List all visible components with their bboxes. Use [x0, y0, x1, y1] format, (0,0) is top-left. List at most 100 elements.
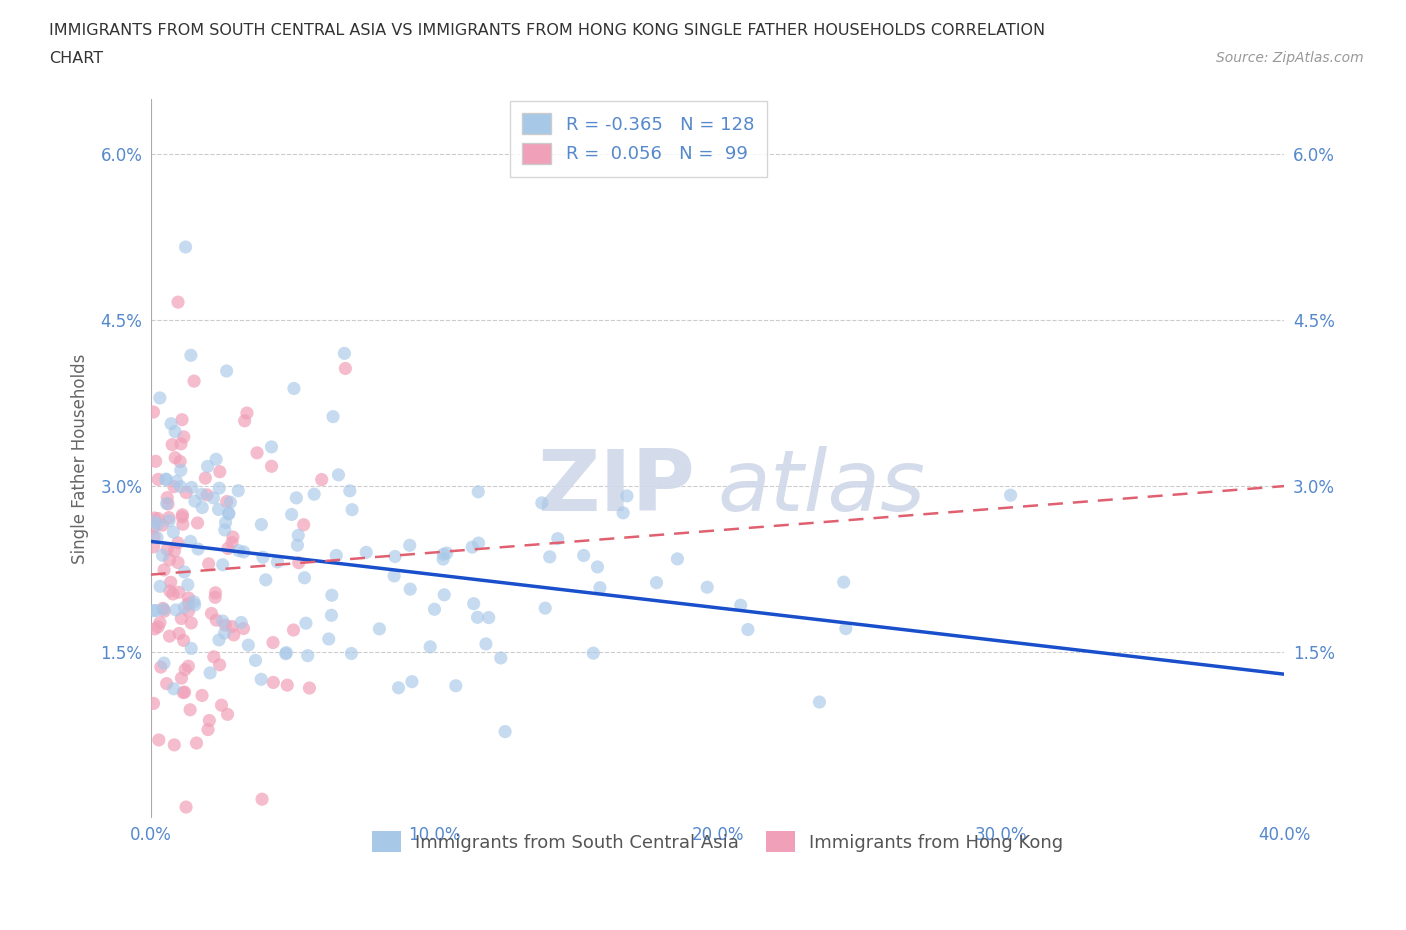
- Point: [174, 662, 197, 677]
- Point: [423, 602, 446, 617]
- Point: [202, 490, 225, 505]
- Point: [163, 737, 186, 752]
- Point: [254, 572, 277, 587]
- Point: [177, 658, 200, 673]
- Point: [432, 551, 454, 566]
- Point: [163, 543, 186, 558]
- Point: [354, 545, 377, 560]
- Point: [221, 619, 243, 634]
- Point: [167, 295, 190, 310]
- Point: [232, 544, 254, 559]
- Point: [166, 474, 188, 489]
- Point: [328, 468, 350, 483]
- Point: [197, 723, 219, 737]
- Point: [174, 240, 197, 255]
- Point: [398, 538, 420, 552]
- Point: [174, 485, 197, 500]
- Point: [173, 633, 195, 648]
- Text: ZIP: ZIP: [537, 445, 695, 528]
- Point: [233, 414, 256, 429]
- Point: [205, 452, 228, 467]
- Point: [146, 517, 169, 532]
- Point: [534, 601, 557, 616]
- Point: [616, 488, 638, 503]
- Point: [832, 575, 855, 590]
- Point: [150, 518, 173, 533]
- Point: [159, 629, 181, 644]
- Point: [165, 450, 187, 465]
- Point: [219, 495, 242, 510]
- Point: [183, 597, 205, 612]
- Point: [157, 513, 180, 528]
- Point: [463, 596, 485, 611]
- Point: [146, 512, 169, 526]
- Point: [215, 494, 238, 509]
- Point: [197, 459, 219, 474]
- Point: [586, 560, 609, 575]
- Point: [252, 550, 274, 565]
- Point: [187, 541, 209, 556]
- Point: [152, 602, 174, 617]
- Point: [179, 702, 201, 717]
- Point: [217, 707, 239, 722]
- Point: [547, 531, 569, 546]
- Point: [167, 626, 190, 641]
- Point: [589, 580, 612, 595]
- Point: [167, 536, 190, 551]
- Point: [172, 507, 194, 522]
- Point: [149, 659, 172, 674]
- Point: [177, 596, 200, 611]
- Point: [167, 555, 190, 570]
- Point: [262, 635, 284, 650]
- Point: [143, 529, 166, 544]
- Point: [180, 348, 202, 363]
- Point: [333, 346, 356, 361]
- Point: [155, 496, 177, 511]
- Point: [142, 521, 165, 536]
- Point: [250, 671, 273, 686]
- Point: [387, 681, 409, 696]
- Point: [232, 621, 254, 636]
- Point: [1000, 487, 1022, 502]
- Point: [231, 615, 253, 630]
- Point: [157, 511, 180, 525]
- Point: [145, 454, 167, 469]
- Point: [169, 479, 191, 494]
- Point: [153, 604, 176, 618]
- Point: [245, 653, 267, 668]
- Point: [250, 791, 273, 806]
- Point: [215, 364, 238, 379]
- Point: [339, 484, 361, 498]
- Point: [730, 598, 752, 613]
- Point: [340, 646, 363, 661]
- Point: [170, 463, 193, 478]
- Point: [155, 472, 177, 487]
- Point: [467, 536, 489, 551]
- Point: [143, 514, 166, 529]
- Point: [214, 618, 236, 632]
- Point: [200, 606, 222, 621]
- Point: [318, 631, 340, 646]
- Point: [180, 480, 202, 495]
- Point: [478, 610, 501, 625]
- Point: [311, 472, 333, 487]
- Point: [401, 674, 423, 689]
- Point: [146, 530, 169, 545]
- Point: [384, 549, 406, 564]
- Point: [218, 506, 240, 521]
- Point: [582, 645, 605, 660]
- Point: [419, 639, 441, 654]
- Point: [399, 581, 422, 596]
- Point: [142, 405, 165, 419]
- Point: [467, 610, 489, 625]
- Point: [191, 500, 214, 515]
- Point: [214, 523, 236, 538]
- Point: [696, 579, 718, 594]
- Point: [246, 445, 269, 460]
- Point: [228, 543, 250, 558]
- Point: [238, 638, 260, 653]
- Point: [198, 666, 221, 681]
- Point: [489, 650, 512, 665]
- Point: [173, 565, 195, 579]
- Point: [322, 409, 344, 424]
